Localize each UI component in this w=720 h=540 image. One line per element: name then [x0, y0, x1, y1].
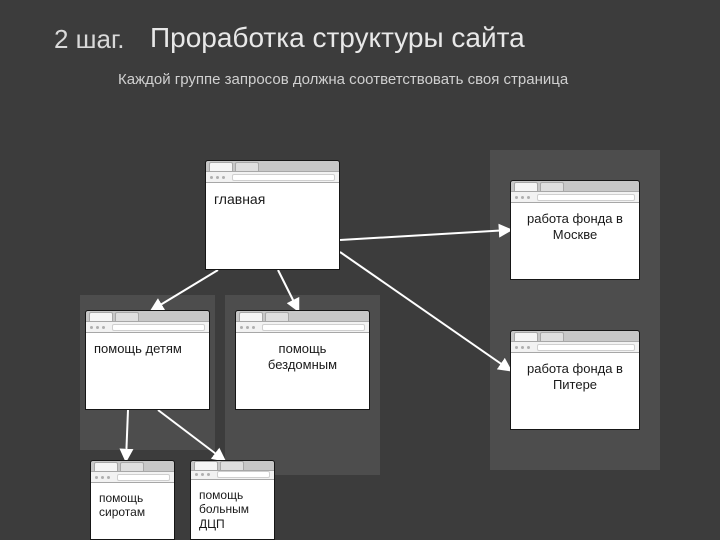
node-homeless: помощь бездомным [235, 310, 370, 410]
node-piter: работа фонда в Питере [510, 330, 640, 430]
node-label: помощь детям [86, 333, 209, 409]
node-label: помощь сиротам [91, 483, 174, 539]
step-label: 2 шаг. [54, 24, 125, 55]
subtitle: Каждой группе запросов должна соответств… [118, 70, 578, 90]
node-label: работа фонда в Москве [511, 203, 639, 279]
node-label: помощь бездомным [236, 333, 369, 409]
node-label: помощь больным ДЦП [191, 480, 274, 539]
node-main: главная [205, 160, 340, 270]
node-dcp: помощь больным ДЦП [190, 460, 275, 540]
node-orphans: помощь сиротам [90, 460, 175, 540]
node-label: работа фонда в Питере [511, 353, 639, 429]
page-title: Проработка структуры сайта [150, 22, 525, 54]
node-children: помощь детям [85, 310, 210, 410]
node-mos: работа фонда в Москве [510, 180, 640, 280]
node-label: главная [206, 183, 339, 269]
